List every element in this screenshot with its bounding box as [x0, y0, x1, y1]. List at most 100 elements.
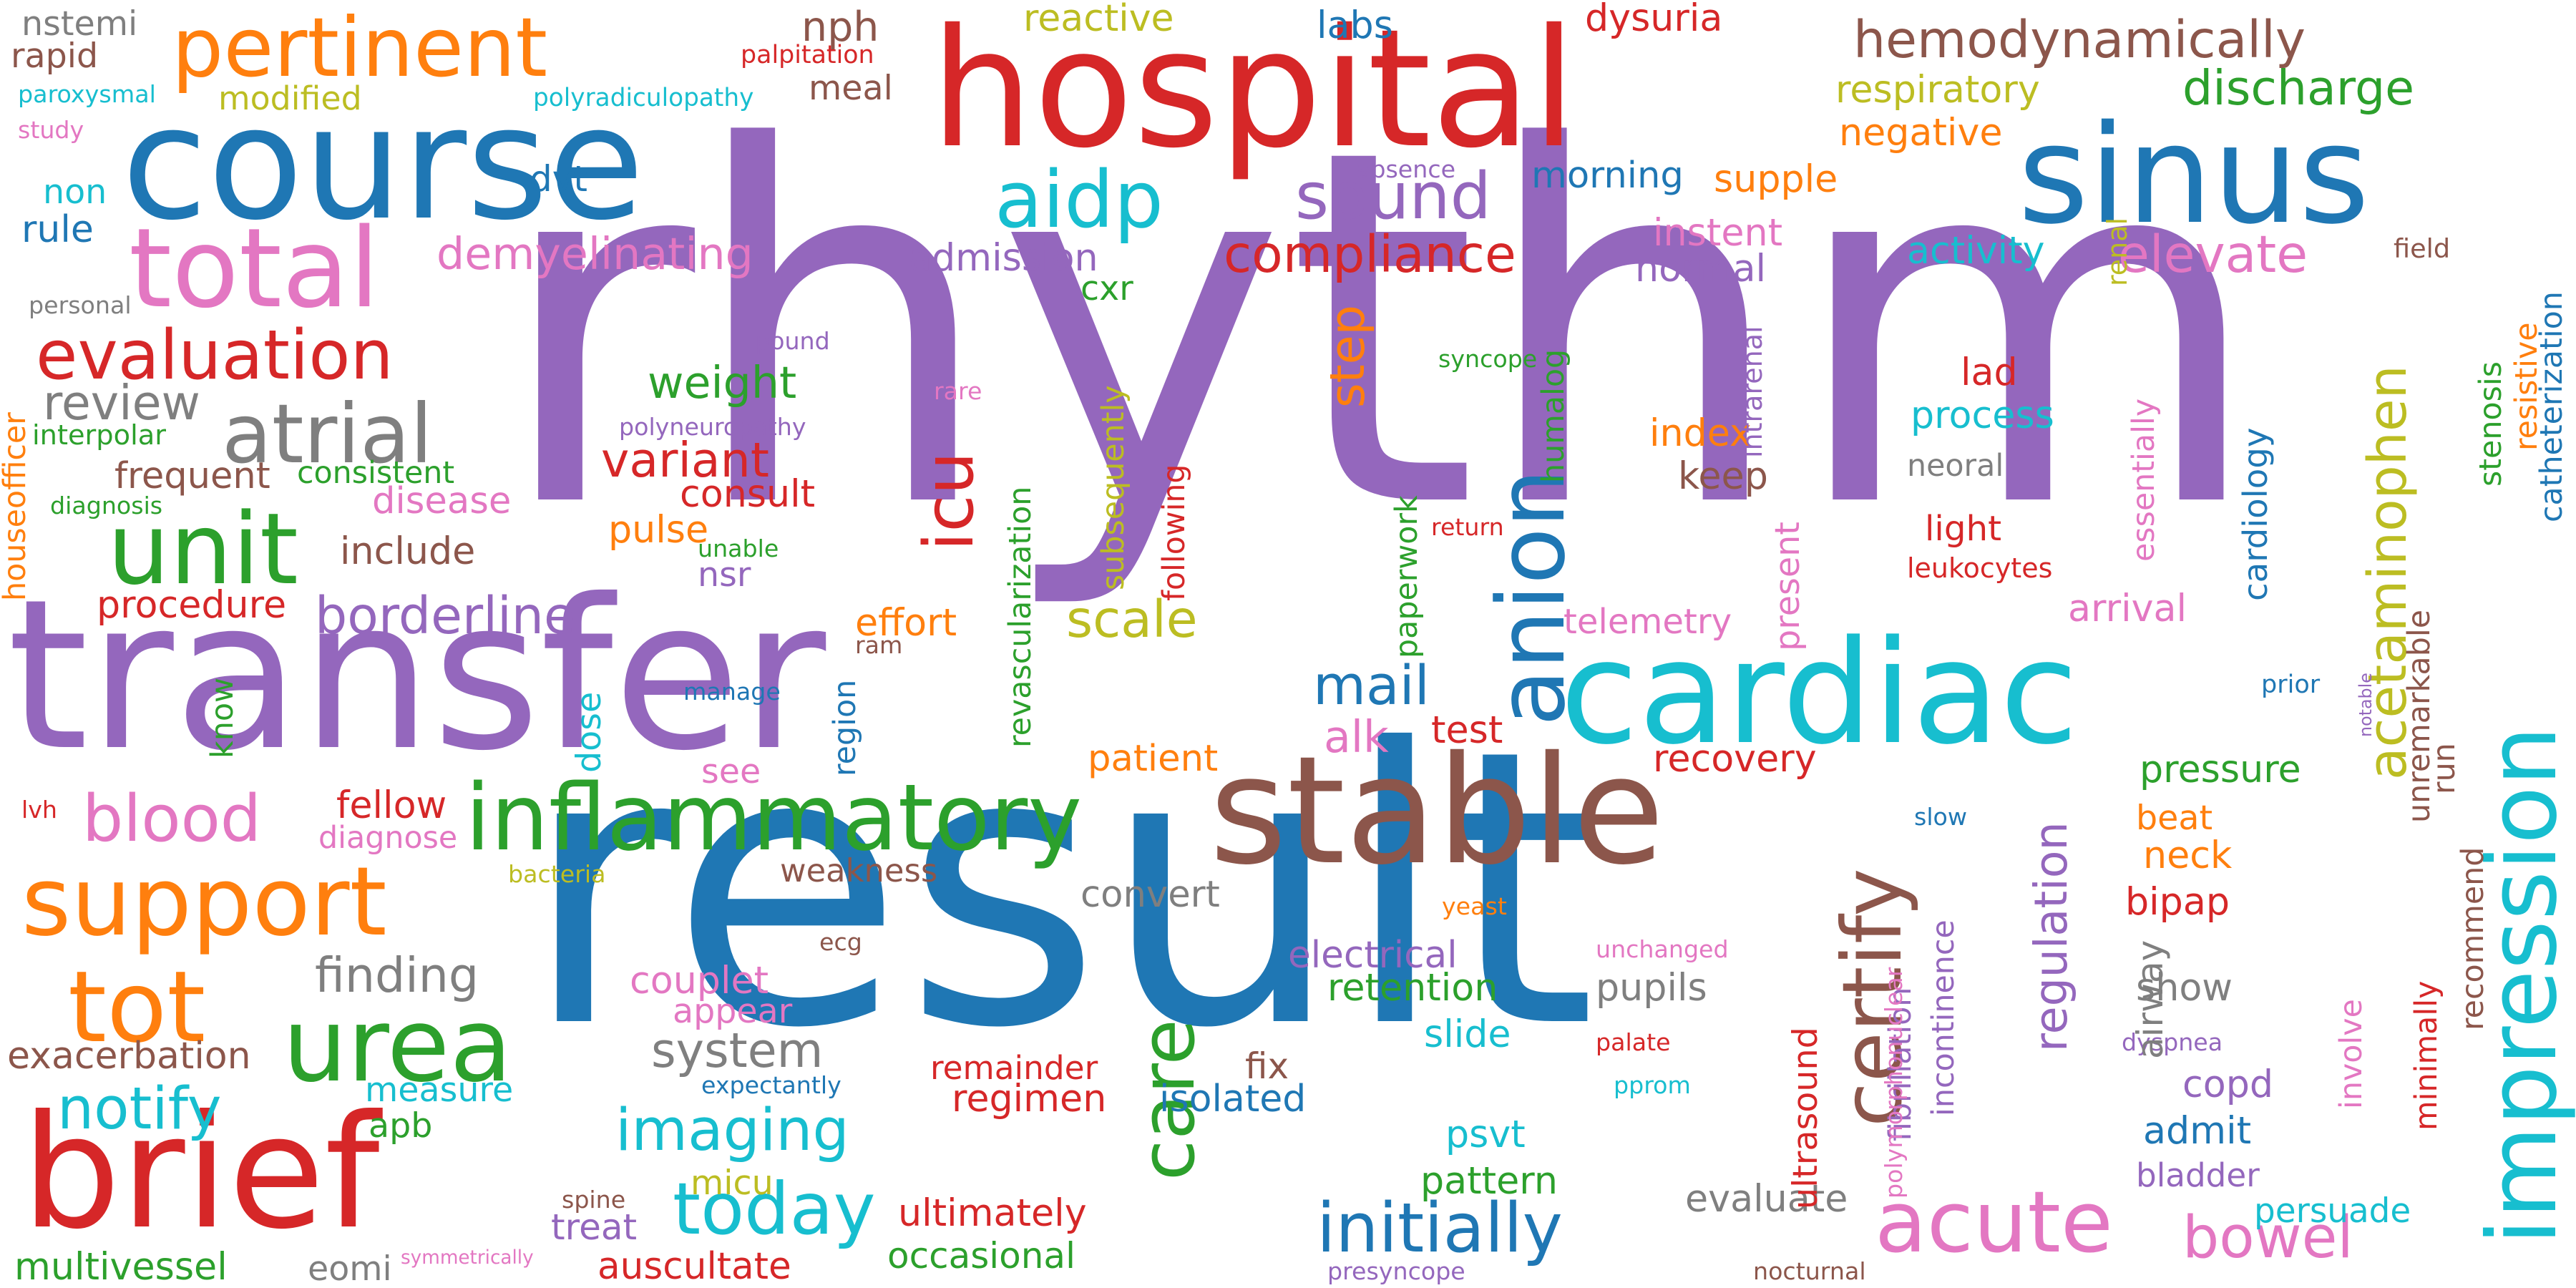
word-discharge: discharge: [2182, 60, 2415, 116]
word-result: result: [522, 670, 1596, 1111]
word-respiratory: respiratory: [1835, 69, 2040, 112]
word-brief: brief: [21, 1081, 380, 1264]
word-fix: fix: [1245, 1045, 1289, 1087]
word-pulse: pulse: [608, 509, 709, 552]
word-imaging: imaging: [615, 1097, 849, 1164]
word-demyelinating: demyelinating: [436, 228, 753, 280]
word-system: system: [651, 1023, 824, 1078]
word-essentially: essentially: [2126, 398, 2162, 562]
word-ecg: ecg: [819, 928, 862, 956]
word-sound: sound: [1295, 159, 1491, 234]
word-patient: patient: [1088, 737, 1219, 780]
word-houseofficer: houseofficer: [0, 412, 33, 601]
word-review: review: [43, 375, 200, 431]
word-index: index: [1649, 412, 1752, 455]
word-beat: beat: [2136, 799, 2213, 838]
word-aidp: aidp: [995, 155, 1163, 245]
word-dvt: dvt: [530, 158, 587, 200]
word-acute: acute: [1875, 1174, 2113, 1272]
word-reactive: reactive: [1023, 0, 1174, 40]
word-course: course: [122, 72, 645, 255]
word-test: test: [1431, 709, 1503, 752]
word-process: process: [1911, 394, 2054, 437]
word-prior: prior: [2261, 670, 2321, 699]
word-interpolar: interpolar: [32, 419, 166, 452]
word-cardiac: cardiac: [1560, 610, 2079, 776]
word-cxr: cxr: [1080, 269, 1133, 308]
word-multivessel: multivessel: [14, 1246, 228, 1288]
word-disease: disease: [372, 479, 512, 522]
word-regulation: regulation: [2024, 821, 2077, 1052]
word-keep: keep: [1678, 455, 1768, 498]
word-evaluation: evaluation: [36, 316, 394, 395]
word-urea: urea: [283, 986, 512, 1105]
word-involve: involve: [2333, 999, 2369, 1109]
word-stenosis: stenosis: [2473, 361, 2509, 487]
word-normal: normal: [1635, 248, 1767, 291]
word-evaluate: evaluate: [1685, 1178, 1848, 1221]
word-couplet: couplet: [630, 960, 769, 1002]
word-admission: admission: [909, 237, 1098, 280]
word-polyradiculopathy: polyradiculopathy: [533, 84, 754, 112]
word-pattern: pattern: [1420, 1160, 1558, 1203]
word-weight: weight: [648, 357, 797, 409]
word-procedure: procedure: [97, 584, 287, 627]
word-nph: nph: [801, 4, 879, 51]
word-rare: rare: [934, 377, 982, 405]
word-pprom: pprom: [1614, 1071, 1691, 1099]
word-consult: consult: [680, 473, 816, 516]
word-occasional: occasional: [887, 1235, 1075, 1277]
word-micu: micu: [691, 1163, 774, 1203]
word-tot: tot: [68, 950, 206, 1065]
word-fellow: fellow: [336, 784, 447, 827]
word-treat: treat: [551, 1206, 638, 1248]
word-recovery: recovery: [1653, 738, 1817, 781]
word-instent: instent: [1653, 212, 1783, 255]
word-scale: scale: [1066, 590, 1198, 649]
word-ultrasound: ultrasound: [1786, 1027, 1825, 1209]
word-hospital: hospital: [930, 0, 1577, 184]
word-electrical: electrical: [1288, 934, 1458, 977]
word-measure: measure: [365, 1070, 514, 1110]
word-consistent: consistent: [297, 455, 455, 491]
word-rhythm: rhythm: [494, 46, 2265, 615]
word-today: today: [673, 1167, 876, 1251]
word-rule: rule: [21, 208, 94, 251]
word-yeast: yeast: [1442, 892, 1507, 920]
word-expectantly: expectantly: [701, 1071, 841, 1099]
word-meal: meal: [809, 69, 893, 108]
word-dyspnea: dyspnea: [2122, 1028, 2223, 1056]
word-telemetry: telemetry: [1563, 602, 1732, 642]
word-pertinent: pertinent: [172, 0, 548, 95]
word-unremarkable: unremarkable: [2401, 609, 2437, 823]
word-light: light: [1925, 509, 2002, 549]
word-borderline: borderline: [315, 586, 575, 645]
word-airway: airway: [2129, 940, 2171, 1059]
word-copd: copd: [2182, 1063, 2274, 1106]
word-transfer: transfer: [7, 555, 826, 796]
word-unable: unable: [698, 535, 779, 562]
word-neoral: neoral: [1907, 448, 2004, 484]
word-step: step: [1319, 305, 1375, 408]
word-mail: mail: [1313, 653, 1430, 717]
word-non: non: [43, 172, 107, 212]
word-arrival: arrival: [2068, 587, 2187, 630]
word-activity: activity: [1907, 230, 2045, 273]
word-weakness: weakness: [780, 852, 938, 889]
word-retention: retention: [1327, 967, 1498, 1010]
word-atrial: atrial: [222, 386, 433, 482]
word-remainder: remainder: [930, 1049, 1098, 1087]
word-pound: pound: [755, 327, 830, 355]
word-alk: alk: [1324, 711, 1389, 763]
word-icu: icu: [910, 452, 989, 551]
word-region: region: [827, 679, 863, 776]
word-bacteria: bacteria: [508, 860, 606, 888]
word-anion: anion: [1477, 468, 1586, 726]
word-rapid: rapid: [11, 36, 99, 76]
word-palate: palate: [1596, 1028, 1671, 1056]
word-paroxysmal: paroxysmal: [18, 80, 156, 108]
word-morning: morning: [1531, 154, 1684, 197]
word-dysuria: dysuria: [1585, 0, 1723, 40]
word-palpitation: palpitation: [741, 41, 874, 69]
word-inflammatory: inflammatory: [465, 765, 1083, 872]
